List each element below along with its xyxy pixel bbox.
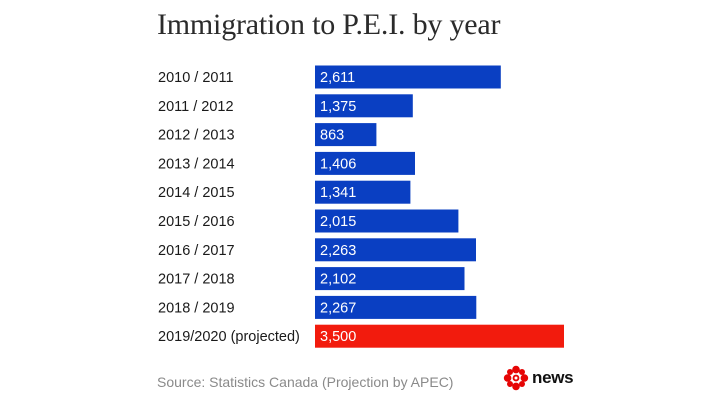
bar-value-label: 2,015 — [320, 214, 356, 230]
category-label: 2016 / 2017 — [158, 243, 235, 259]
bar-value-label: 2,267 — [320, 300, 356, 316]
category-label: 2018 / 2019 — [158, 300, 235, 316]
bar-value-label: 863 — [320, 128, 344, 144]
category-label: 2017 / 2018 — [158, 272, 235, 288]
chart-title: Immigration to P.E.I. by year — [157, 8, 501, 41]
bar-value-label: 1,375 — [320, 99, 356, 115]
bar — [315, 295, 477, 319]
bar — [315, 180, 411, 204]
bar — [315, 123, 377, 147]
bar — [315, 209, 459, 233]
bar-value-label: 3,500 — [320, 329, 356, 345]
bar-value-label: 1,406 — [320, 156, 356, 172]
category-label: 2012 / 2013 — [158, 128, 235, 144]
bar — [315, 94, 413, 118]
cbc-gem-icon — [503, 365, 529, 391]
bar-projected — [315, 324, 564, 348]
category-label: 2014 / 2015 — [158, 185, 235, 201]
category-label: 2010 / 2011 — [158, 70, 234, 86]
category-label: 2011 / 2012 — [158, 99, 234, 115]
bar-value-label: 1,341 — [320, 185, 356, 201]
bar-value-label: 2,102 — [320, 272, 356, 288]
category-label: 2015 / 2016 — [158, 214, 235, 230]
bar — [315, 238, 476, 262]
bar — [315, 151, 415, 175]
category-label: 2013 / 2014 — [158, 156, 235, 172]
bar-value-label: 2,263 — [320, 243, 356, 259]
bar-value-label: 2,611 — [320, 70, 355, 86]
brand-text: news — [532, 368, 574, 387]
cbc-news-logo: news — [503, 365, 574, 391]
bar — [315, 267, 465, 291]
source-note: Source: Statistics Canada (Projection by… — [157, 374, 454, 390]
category-label: 2019/2020 (projected) — [158, 329, 300, 345]
bar — [315, 65, 501, 89]
